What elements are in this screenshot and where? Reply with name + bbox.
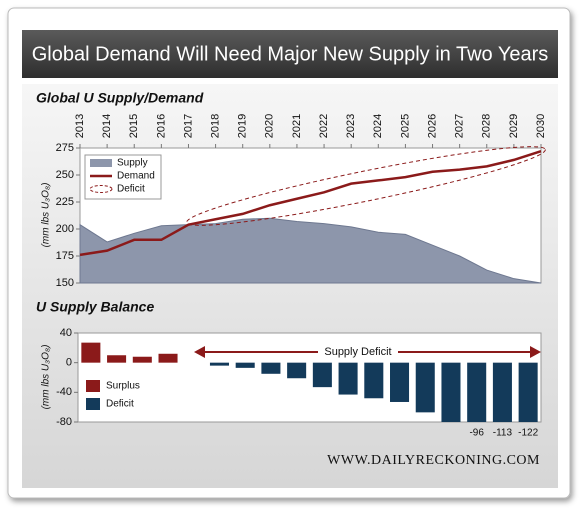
- x-tick-label: 2026: [426, 114, 438, 138]
- x-tick-label: 2018: [209, 114, 221, 138]
- footer: WWW.DAILYRECKONING.COM: [327, 453, 540, 468]
- y-tick-label: 0: [66, 357, 72, 369]
- chart-title: U Supply Balance: [36, 299, 154, 315]
- deficit-ellipse: [186, 146, 546, 226]
- x-tick-label: 2015: [128, 114, 140, 138]
- value-label: -122: [518, 428, 538, 439]
- chart-2: 40 0 -40 -80 Surplus -96 -113 -122 Deficit Supply…: [56, 327, 541, 439]
- bar: [261, 362, 281, 374]
- y-tick-label: -40: [56, 386, 72, 398]
- chart-1: 2013 2014 2015 2016 2017 2018 2019 2020 2021 2022…: [56, 114, 547, 289]
- x-tick-label: 2029: [508, 114, 520, 138]
- bar: [107, 355, 127, 363]
- legend-label: Surplus: [106, 381, 140, 392]
- annotation-bg: [318, 344, 398, 360]
- bar: [441, 362, 461, 422]
- x-tick-label: 2030: [535, 114, 547, 138]
- x-tick-label: 2016: [155, 114, 167, 138]
- banner: [22, 30, 558, 78]
- x-tick-label: 2022: [318, 114, 330, 138]
- annotation: Supply Deficit: [324, 346, 391, 358]
- bar: [338, 362, 358, 395]
- y-tick-label: 275: [56, 142, 74, 154]
- x-tick-label: 2025: [399, 114, 411, 138]
- legend-swatch: [90, 159, 112, 167]
- bars: [81, 342, 538, 422]
- x-tick-label: 2014: [101, 114, 113, 138]
- y-tick-label: 250: [56, 169, 74, 181]
- bar: [415, 362, 435, 413]
- x-tick-label: 2019: [237, 114, 249, 138]
- value-label: -113: [493, 428, 513, 439]
- x-tick-label: 2027: [454, 114, 466, 138]
- arrow-head: [194, 346, 205, 358]
- bar: [492, 362, 512, 422]
- chart-title: Global U Supply/Demand: [36, 90, 204, 106]
- x-tick-label: 2028: [481, 114, 493, 138]
- bar: [235, 362, 255, 368]
- legend-swatch: [89, 185, 113, 193]
- legend-label: Demand: [117, 171, 155, 182]
- x-tick-label: 2013: [74, 114, 86, 138]
- bar: [518, 362, 538, 422]
- y-tick-label: 40: [60, 327, 72, 339]
- bar: [287, 362, 307, 379]
- y-axis-label: (mm lbs U₃O₈): [41, 345, 52, 410]
- y-tick-label: 200: [56, 223, 74, 235]
- bar: [132, 356, 152, 363]
- arrow-head: [530, 346, 541, 358]
- bar: [312, 362, 332, 388]
- legend-label: Supply: [117, 158, 148, 169]
- y-axis-label: (mm lbs U₃O₈): [41, 183, 52, 248]
- legend-label: Deficit: [117, 184, 145, 195]
- supply-area: [79, 217, 542, 284]
- x-tick-label: 2020: [264, 114, 276, 138]
- y-tick-label: 175: [56, 250, 74, 262]
- y-tick-label: 150: [56, 277, 74, 289]
- x-tick-label: 2017: [182, 114, 194, 138]
- value-label: -96: [469, 428, 484, 439]
- legend-swatch: [86, 380, 100, 392]
- x-tick-label: 2023: [345, 114, 357, 138]
- y-tick-label: -80: [56, 416, 72, 428]
- bar: [209, 362, 229, 366]
- y-tick-label: 225: [56, 196, 74, 208]
- title: Global Demand Will Need Major New Supply…: [32, 43, 549, 65]
- bar: [158, 353, 178, 363]
- demand-line: [79, 150, 542, 257]
- bar: [81, 342, 101, 363]
- legend-swatch: [86, 398, 100, 410]
- bar: [467, 362, 487, 422]
- legend-label: Deficit: [106, 399, 134, 410]
- bar: [390, 362, 410, 402]
- x-tick-label: 2021: [291, 114, 303, 138]
- plot-area: [77, 332, 542, 423]
- bar: [364, 362, 384, 399]
- x-tick-label: 2024: [372, 114, 384, 138]
